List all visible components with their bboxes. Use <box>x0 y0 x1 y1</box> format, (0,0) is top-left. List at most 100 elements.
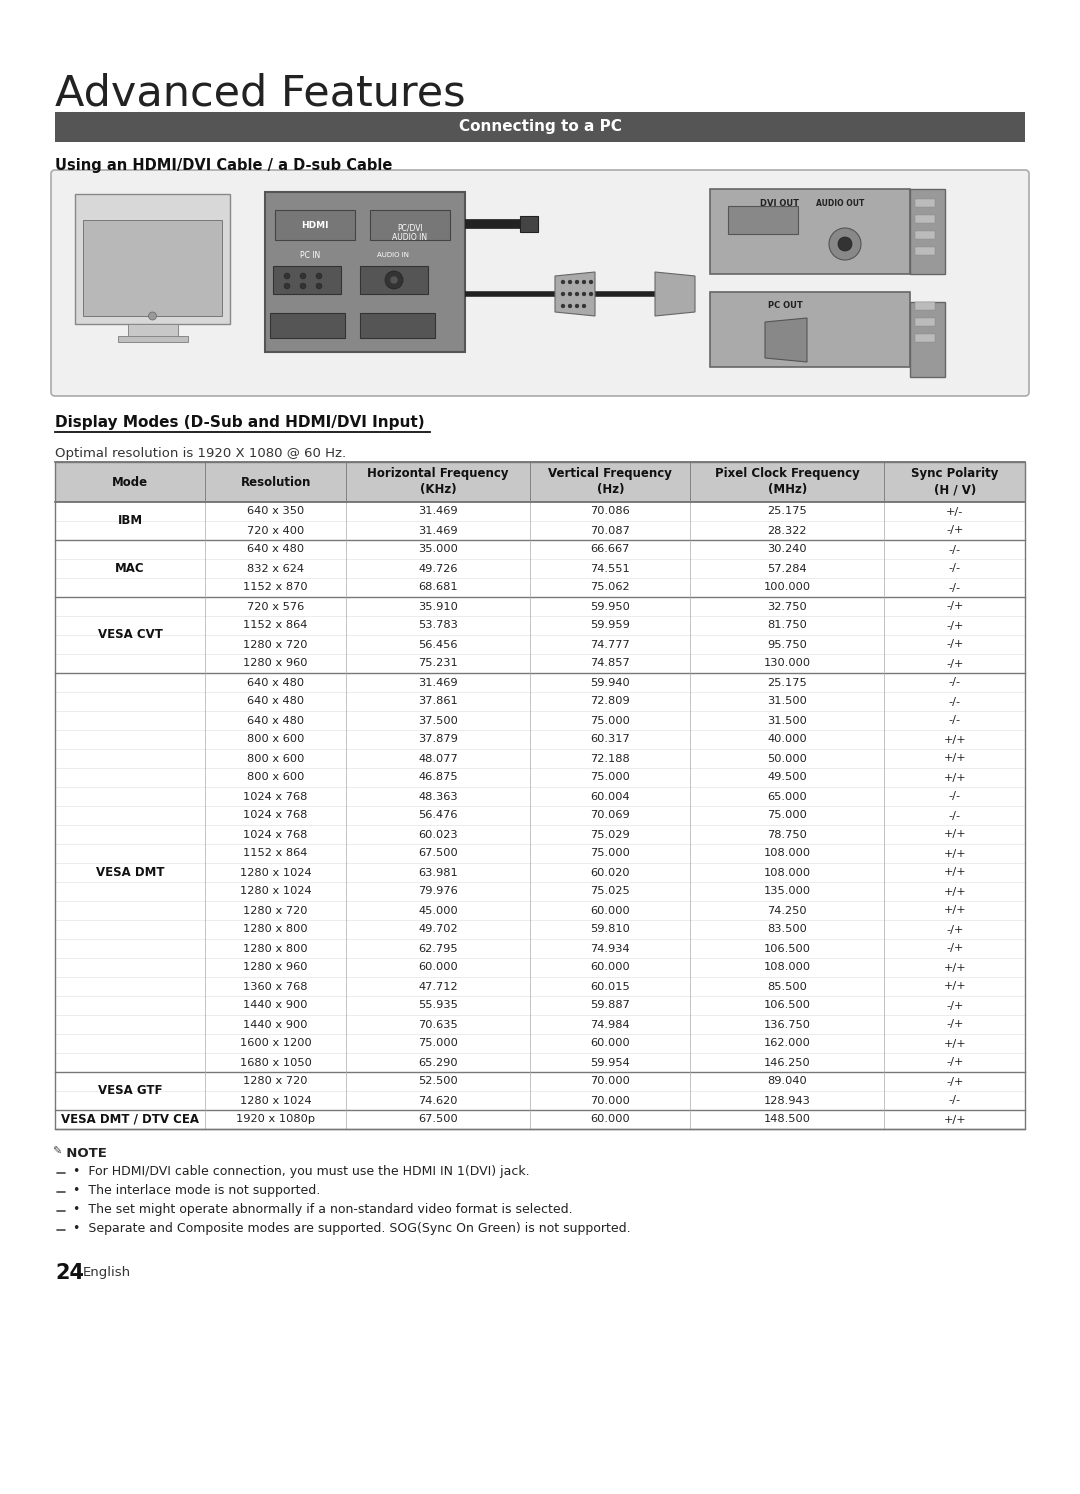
Text: Connecting to a PC: Connecting to a PC <box>459 120 621 134</box>
Bar <box>275 211 355 241</box>
Text: 48.077: 48.077 <box>418 753 458 763</box>
Text: 74.984: 74.984 <box>591 1019 630 1029</box>
Text: 60.015: 60.015 <box>591 982 631 992</box>
Bar <box>915 335 935 342</box>
Text: 1440 x 900: 1440 x 900 <box>243 1019 308 1029</box>
Text: 162.000: 162.000 <box>764 1038 811 1049</box>
Bar <box>55 920 1025 940</box>
Text: 75.000: 75.000 <box>591 772 631 783</box>
Text: 1280 x 800: 1280 x 800 <box>243 925 308 935</box>
Text: ✎: ✎ <box>52 1147 62 1156</box>
Circle shape <box>561 303 565 308</box>
Text: 60.000: 60.000 <box>591 905 631 916</box>
Bar <box>55 112 1025 142</box>
Text: 60.000: 60.000 <box>591 962 631 973</box>
Bar <box>519 217 538 232</box>
Text: 52.500: 52.500 <box>418 1077 458 1086</box>
Text: 1280 x 720: 1280 x 720 <box>243 905 308 916</box>
Bar <box>127 324 177 336</box>
Text: -/+: -/+ <box>946 944 963 953</box>
Text: 108.000: 108.000 <box>764 849 811 859</box>
Text: 60.000: 60.000 <box>418 962 458 973</box>
Circle shape <box>561 279 565 284</box>
Text: 49.500: 49.500 <box>768 772 807 783</box>
Text: -/-: -/- <box>948 583 961 593</box>
Circle shape <box>561 291 565 296</box>
Text: 1280 x 720: 1280 x 720 <box>243 639 308 650</box>
Text: Advanced Features: Advanced Features <box>55 72 465 114</box>
Text: +/+: +/+ <box>943 753 966 763</box>
Text: 95.750: 95.750 <box>768 639 807 650</box>
Text: •  The interlace mode is not supported.: • The interlace mode is not supported. <box>73 1185 321 1197</box>
Text: 60.317: 60.317 <box>591 735 631 744</box>
Bar <box>55 940 1025 958</box>
Circle shape <box>316 273 322 279</box>
Circle shape <box>284 273 291 279</box>
Bar <box>55 1053 1025 1073</box>
Text: 60.000: 60.000 <box>591 1038 631 1049</box>
Text: +/+: +/+ <box>943 1038 966 1049</box>
Text: 67.500: 67.500 <box>418 1115 458 1125</box>
Text: 49.702: 49.702 <box>418 925 458 935</box>
Bar <box>55 1014 1025 1034</box>
Text: 720 x 576: 720 x 576 <box>247 602 305 611</box>
Text: 55.935: 55.935 <box>418 1001 458 1010</box>
Text: 32.750: 32.750 <box>768 602 807 611</box>
Text: 89.040: 89.040 <box>768 1077 807 1086</box>
Text: Horizontal Frequency
(KHz): Horizontal Frequency (KHz) <box>367 468 509 496</box>
Bar <box>360 266 428 294</box>
Text: +/+: +/+ <box>943 905 966 916</box>
Circle shape <box>575 303 579 308</box>
Bar <box>55 996 1025 1014</box>
Text: 1024 x 768: 1024 x 768 <box>243 829 308 840</box>
Text: 70.000: 70.000 <box>591 1077 631 1086</box>
Bar <box>55 977 1025 996</box>
Text: 60.020: 60.020 <box>591 868 630 877</box>
Text: 70.087: 70.087 <box>591 526 631 535</box>
Text: 75.029: 75.029 <box>591 829 631 840</box>
Text: +/+: +/+ <box>943 962 966 973</box>
Text: •  Separate and Composite modes are supported. SOG(Sync On Green) is not support: • Separate and Composite modes are suppo… <box>73 1222 631 1236</box>
Bar <box>360 314 435 338</box>
Bar <box>55 881 1025 901</box>
Text: Pixel Clock Frequency
(MHz): Pixel Clock Frequency (MHz) <box>715 468 860 496</box>
FancyBboxPatch shape <box>51 170 1029 396</box>
Text: -/+: -/+ <box>946 659 963 668</box>
Text: 25.175: 25.175 <box>768 506 807 517</box>
Bar <box>915 199 935 208</box>
Text: AUDIO IN: AUDIO IN <box>392 233 428 242</box>
Bar <box>55 462 1025 1129</box>
Text: 65.290: 65.290 <box>418 1058 458 1068</box>
Text: VESA GTF: VESA GTF <box>98 1085 162 1098</box>
Bar <box>55 1091 1025 1110</box>
Text: -/-: -/- <box>948 716 961 726</box>
Text: NOTE: NOTE <box>55 1147 107 1159</box>
Text: 59.959: 59.959 <box>591 620 631 630</box>
Bar <box>55 521 1025 539</box>
Bar <box>83 220 222 317</box>
Circle shape <box>568 303 572 308</box>
Text: 146.250: 146.250 <box>764 1058 811 1068</box>
Text: 75.000: 75.000 <box>418 1038 458 1049</box>
Text: -/+: -/+ <box>946 639 963 650</box>
Bar <box>55 616 1025 635</box>
Text: 59.954: 59.954 <box>591 1058 631 1068</box>
Circle shape <box>575 291 579 296</box>
Text: 53.783: 53.783 <box>418 620 458 630</box>
Text: 40.000: 40.000 <box>768 735 807 744</box>
Circle shape <box>568 291 572 296</box>
Text: 60.000: 60.000 <box>591 1115 631 1125</box>
Text: +/+: +/+ <box>943 829 966 840</box>
Text: 74.857: 74.857 <box>591 659 631 668</box>
Text: 35.000: 35.000 <box>418 544 458 554</box>
Text: -/+: -/+ <box>946 925 963 935</box>
Text: 1920 x 1080p: 1920 x 1080p <box>237 1115 315 1125</box>
Text: 47.712: 47.712 <box>418 982 458 992</box>
Bar <box>910 302 945 376</box>
Bar <box>55 578 1025 598</box>
Text: 1280 x 1024: 1280 x 1024 <box>240 886 311 896</box>
Text: 128.943: 128.943 <box>764 1095 811 1106</box>
Circle shape <box>575 279 579 284</box>
Text: 1280 x 720: 1280 x 720 <box>243 1077 308 1086</box>
Text: 59.950: 59.950 <box>591 602 631 611</box>
